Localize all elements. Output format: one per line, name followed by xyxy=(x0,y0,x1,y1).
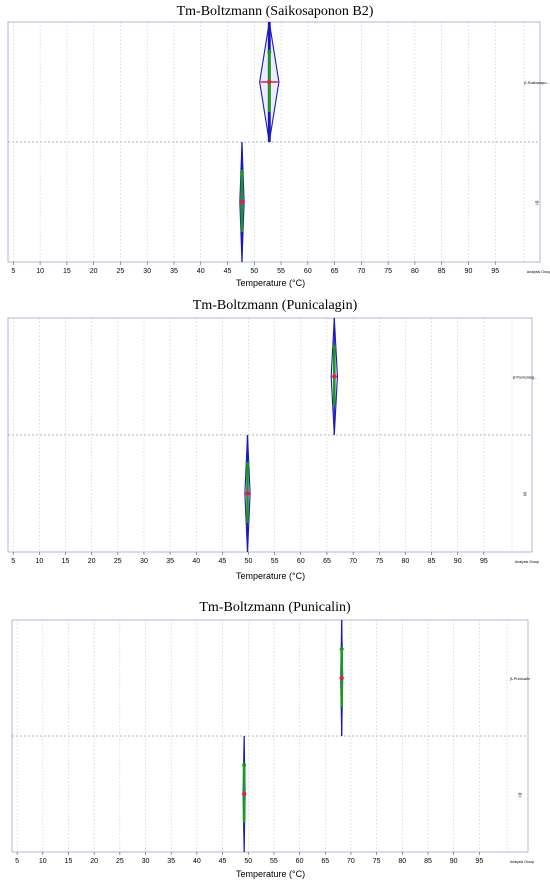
group-label: 空 xyxy=(535,199,539,205)
mean-marker xyxy=(339,675,344,681)
x-tick-label: 75 xyxy=(384,268,392,275)
x-tick-label: 25 xyxy=(114,558,122,565)
x-tick-label: 15 xyxy=(62,558,70,565)
x-tick-label: 65 xyxy=(321,858,329,865)
quartile-marker xyxy=(245,462,250,467)
x-tick-label: 60 xyxy=(304,268,312,275)
chart-plot-1: 5 10 15 20 25 30 35 40 45 50 55 60 65 70 75 80 85 90 95 Ana… xyxy=(7,21,550,275)
x-tick-label: 55 xyxy=(270,858,278,865)
x-tick-label: 75 xyxy=(373,858,381,865)
box-group xyxy=(330,317,338,436)
x-tick-label: 45 xyxy=(219,858,227,865)
x-tick-label: 55 xyxy=(277,268,285,275)
x-tick-label: 10 xyxy=(39,858,47,865)
box-group xyxy=(244,434,251,553)
x-axis-label: Temperature (°C) xyxy=(236,869,306,879)
x-tick-label: 25 xyxy=(116,858,124,865)
x-axis-label: Temperature (°C) xyxy=(236,571,306,581)
x-tick-label: 30 xyxy=(143,268,151,275)
x-tick-label: 50 xyxy=(250,268,258,275)
x-tick-label: 5 xyxy=(11,558,15,565)
box-group xyxy=(241,735,247,853)
x-tick-label: 80 xyxy=(398,858,406,865)
mean-marker xyxy=(239,199,245,205)
x-tick-label: 40 xyxy=(193,858,201,865)
x-tick-label: 30 xyxy=(142,858,150,865)
x-tick-label: 80 xyxy=(411,268,419,275)
box-group xyxy=(239,141,245,263)
group-label: 空 xyxy=(523,491,527,497)
x-tick-label: 95 xyxy=(491,268,499,275)
x-tick-label: 20 xyxy=(90,268,98,275)
x-tick-label: 75 xyxy=(375,558,383,565)
x-tick-label: 35 xyxy=(166,558,174,565)
x-tick-label: 35 xyxy=(167,858,175,865)
x-tick-label: 90 xyxy=(465,268,473,275)
x-tick-label: 20 xyxy=(88,558,96,565)
x-tick-label: 60 xyxy=(296,858,304,865)
x-tick-label: 10 xyxy=(35,558,43,565)
x-tick-label: 95 xyxy=(480,558,488,565)
x-tick-label: 40 xyxy=(197,268,205,275)
x-tick-label: 60 xyxy=(297,558,305,565)
quartile-marker xyxy=(239,170,244,174)
group-label: β-Punicalin xyxy=(510,676,530,681)
x-tick-label: 5 xyxy=(15,858,19,865)
quartile-marker xyxy=(267,50,272,54)
chart-title: Tm-Boltzmann (Saikosaponon B2) xyxy=(176,4,374,19)
group-axis-label: Analysis Group xyxy=(515,560,539,564)
x-tick-label: 55 xyxy=(271,558,279,565)
chart-title: Tm-Boltzmann (Punicalagin) xyxy=(192,298,358,313)
x-tick-label: 90 xyxy=(454,558,462,565)
group-label: β-Saikosapo... xyxy=(524,80,550,85)
quartile-marker xyxy=(242,763,247,767)
x-tick-label: 40 xyxy=(192,558,200,565)
x-tick-label: 45 xyxy=(224,268,232,275)
group-axis-label: Analysis Group xyxy=(510,860,534,864)
x-tick-label: 20 xyxy=(90,858,98,865)
x-tick-label: 25 xyxy=(117,268,125,275)
x-tick-label: 35 xyxy=(170,268,178,275)
group-label: 空 xyxy=(518,791,522,797)
x-tick-label: 85 xyxy=(438,268,446,275)
x-tick-label: 5 xyxy=(11,268,15,275)
x-tick-label: 15 xyxy=(65,858,73,865)
x-tick-label: 45 xyxy=(218,558,226,565)
quartile-marker xyxy=(339,647,344,651)
x-tick-label: 70 xyxy=(347,858,355,865)
x-tick-label: 70 xyxy=(357,268,365,275)
mean-marker xyxy=(332,374,337,379)
x-tick-label: 80 xyxy=(402,558,410,565)
x-tick-label: 10 xyxy=(36,268,44,275)
mean-marker xyxy=(245,491,250,496)
mean-marker xyxy=(267,79,272,85)
x-tick-label: 15 xyxy=(63,268,71,275)
x-tick-label: 70 xyxy=(349,558,357,565)
quartile-marker xyxy=(332,345,337,350)
mean-marker xyxy=(241,791,247,797)
x-tick-label: 65 xyxy=(331,268,339,275)
x-tick-label: 65 xyxy=(323,558,331,565)
x-tick-label: 85 xyxy=(424,858,432,865)
x-tick-label: 85 xyxy=(428,558,436,565)
group-label: β-Punicalag... xyxy=(513,375,538,380)
box-group xyxy=(259,21,280,143)
chart-plot-2: 5 10 15 20 25 30 35 40 45 50 55 60 65 70 75 80 85 90 95 Ana… xyxy=(7,317,539,565)
x-tick-label: 90 xyxy=(450,858,458,865)
group-axis-label: Analysis Group xyxy=(527,270,550,274)
x-tick-label: 50 xyxy=(244,858,252,865)
chart-title: Tm-Boltzmann (Punicalin) xyxy=(199,600,351,615)
box-group xyxy=(339,619,344,737)
x-tick-label: 30 xyxy=(140,558,148,565)
x-tick-label: 50 xyxy=(245,558,253,565)
x-axis-label: Temperature (°C) xyxy=(236,278,306,288)
x-tick-label: 95 xyxy=(475,858,483,865)
